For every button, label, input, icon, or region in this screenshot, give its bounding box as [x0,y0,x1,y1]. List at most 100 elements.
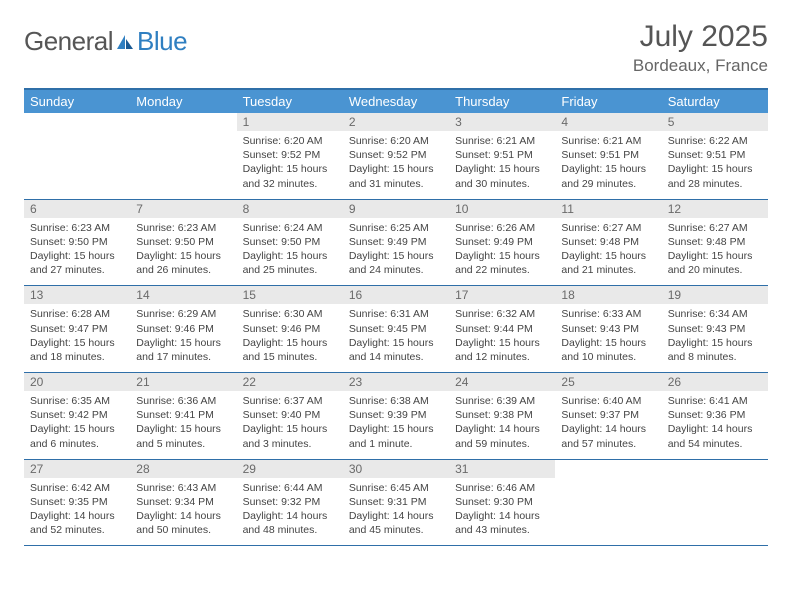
day-cell: Sunrise: 6:46 AMSunset: 9:30 PMDaylight:… [449,478,555,546]
sunset-text: Sunset: 9:42 PM [30,408,124,422]
day-number-row: 20212223242526 [24,373,768,391]
daylight-text: Daylight: 15 hours and 25 minutes. [243,249,337,277]
daylight-text: Daylight: 14 hours and 45 minutes. [349,509,443,537]
day-cell: Sunrise: 6:44 AMSunset: 9:32 PMDaylight:… [237,478,343,546]
day-cell: Sunrise: 6:23 AMSunset: 9:50 PMDaylight:… [24,218,130,286]
day-header: Friday [555,90,661,113]
sunrise-text: Sunrise: 6:28 AM [30,307,124,321]
day-number: 27 [24,460,130,478]
day-number: 17 [449,286,555,304]
day-number: 12 [662,200,768,218]
daylight-text: Daylight: 15 hours and 17 minutes. [136,336,230,364]
sunset-text: Sunset: 9:50 PM [136,235,230,249]
sunset-text: Sunset: 9:39 PM [349,408,443,422]
day-cell: Sunrise: 6:26 AMSunset: 9:49 PMDaylight:… [449,218,555,286]
daylight-text: Daylight: 14 hours and 59 minutes. [455,422,549,450]
day-number [662,460,768,478]
day-cell: Sunrise: 6:35 AMSunset: 9:42 PMDaylight:… [24,391,130,459]
sunset-text: Sunset: 9:43 PM [668,322,762,336]
day-number: 26 [662,373,768,391]
day-header: Monday [130,90,236,113]
daylight-text: Daylight: 14 hours and 54 minutes. [668,422,762,450]
sunset-text: Sunset: 9:47 PM [30,322,124,336]
sunset-text: Sunset: 9:34 PM [136,495,230,509]
day-number: 15 [237,286,343,304]
daylight-text: Daylight: 14 hours and 50 minutes. [136,509,230,537]
sunrise-text: Sunrise: 6:22 AM [668,134,762,148]
calendar-week: 20212223242526Sunrise: 6:35 AMSunset: 9:… [24,373,768,460]
sunrise-text: Sunrise: 6:29 AM [136,307,230,321]
day-cell: Sunrise: 6:34 AMSunset: 9:43 PMDaylight:… [662,304,768,372]
day-cell: Sunrise: 6:29 AMSunset: 9:46 PMDaylight:… [130,304,236,372]
sunrise-text: Sunrise: 6:23 AM [30,221,124,235]
day-cell: Sunrise: 6:27 AMSunset: 9:48 PMDaylight:… [662,218,768,286]
daylight-text: Daylight: 15 hours and 27 minutes. [30,249,124,277]
day-number [24,113,130,131]
daylight-text: Daylight: 14 hours and 52 minutes. [30,509,124,537]
brand-logo: General Blue [24,26,187,57]
daylight-text: Daylight: 15 hours and 30 minutes. [455,162,549,190]
sunset-text: Sunset: 9:49 PM [455,235,549,249]
day-number: 18 [555,286,661,304]
day-cell: Sunrise: 6:23 AMSunset: 9:50 PMDaylight:… [130,218,236,286]
day-header: Wednesday [343,90,449,113]
daylight-text: Daylight: 14 hours and 48 minutes. [243,509,337,537]
sunrise-text: Sunrise: 6:23 AM [136,221,230,235]
sunrise-text: Sunrise: 6:20 AM [243,134,337,148]
day-number-row: 12345 [24,113,768,131]
brand-text-part2: Blue [137,26,187,57]
sunset-text: Sunset: 9:48 PM [561,235,655,249]
page-header: General Blue July 2025 Bordeaux, France [24,20,768,76]
day-cell: Sunrise: 6:28 AMSunset: 9:47 PMDaylight:… [24,304,130,372]
day-number: 24 [449,373,555,391]
day-body-row: Sunrise: 6:28 AMSunset: 9:47 PM Daylight:… [24,304,768,372]
day-number: 14 [130,286,236,304]
day-cell: Sunrise: 6:25 AMSunset: 9:49 PMDaylight:… [343,218,449,286]
day-header: Thursday [449,90,555,113]
day-number-row: 6789101112 [24,200,768,218]
brand-text-part1: General [24,26,113,57]
sunrise-text: Sunrise: 6:40 AM [561,394,655,408]
sunset-text: Sunset: 9:52 PM [243,148,337,162]
calendar-week: 12345Sunrise: 6:20 AMSunset: 9:52 PMDayl… [24,113,768,200]
sunset-text: Sunset: 9:51 PM [455,148,549,162]
daylight-text: Daylight: 15 hours and 24 minutes. [349,249,443,277]
calendar-week: 2728293031Sunrise: 6:42 AMSunset: 9:35 P… [24,460,768,547]
day-cell: Sunrise: 6:27 AMSunset: 9:48 PMDaylight:… [555,218,661,286]
daylight-text: Daylight: 15 hours and 20 minutes. [668,249,762,277]
day-cell: Sunrise: 6:30 AMSunset: 9:46 PMDaylight:… [237,304,343,372]
day-number: 5 [662,113,768,131]
sunrise-text: Sunrise: 6:35 AM [30,394,124,408]
sunset-text: Sunset: 9:43 PM [561,322,655,336]
day-number: 7 [130,200,236,218]
day-number: 4 [555,113,661,131]
day-cell: Sunrise: 6:24 AMSunset: 9:50 PMDaylight:… [237,218,343,286]
sunrise-text: Sunrise: 6:27 AM [561,221,655,235]
daylight-text: Daylight: 15 hours and 15 minutes. [243,336,337,364]
daylight-text: Daylight: 15 hours and 14 minutes. [349,336,443,364]
sunset-text: Sunset: 9:37 PM [561,408,655,422]
sunset-text: Sunset: 9:31 PM [349,495,443,509]
daylight-text: Daylight: 15 hours and 12 minutes. [455,336,549,364]
daylight-text: Daylight: 14 hours and 43 minutes. [455,509,549,537]
day-cell: Sunrise: 6:31 AMSunset: 9:45 PMDaylight:… [343,304,449,372]
day-number: 30 [343,460,449,478]
calendar-week: 13141516171819Sunrise: 6:28 AMSunset: 9:… [24,286,768,373]
day-number: 1 [237,113,343,131]
day-cell: Sunrise: 6:39 AMSunset: 9:38 PMDaylight:… [449,391,555,459]
sunset-text: Sunset: 9:51 PM [561,148,655,162]
sunrise-text: Sunrise: 6:39 AM [455,394,549,408]
sunset-text: Sunset: 9:46 PM [136,322,230,336]
sunrise-text: Sunrise: 6:45 AM [349,481,443,495]
sunrise-text: Sunrise: 6:38 AM [349,394,443,408]
day-cell: Sunrise: 6:43 AMSunset: 9:34 PMDaylight:… [130,478,236,546]
sunrise-text: Sunrise: 6:24 AM [243,221,337,235]
day-cell: Sunrise: 6:40 AMSunset: 9:37 PMDaylight:… [555,391,661,459]
sunrise-text: Sunrise: 6:42 AM [30,481,124,495]
location-text: Bordeaux, France [633,56,768,76]
day-cell: Sunrise: 6:38 AMSunset: 9:39 PMDaylight:… [343,391,449,459]
day-cell: Sunrise: 6:20 AMSunset: 9:52 PMDaylight:… [237,131,343,199]
day-cell: Sunrise: 6:42 AMSunset: 9:35 PMDaylight:… [24,478,130,546]
day-number: 20 [24,373,130,391]
sunrise-text: Sunrise: 6:34 AM [668,307,762,321]
